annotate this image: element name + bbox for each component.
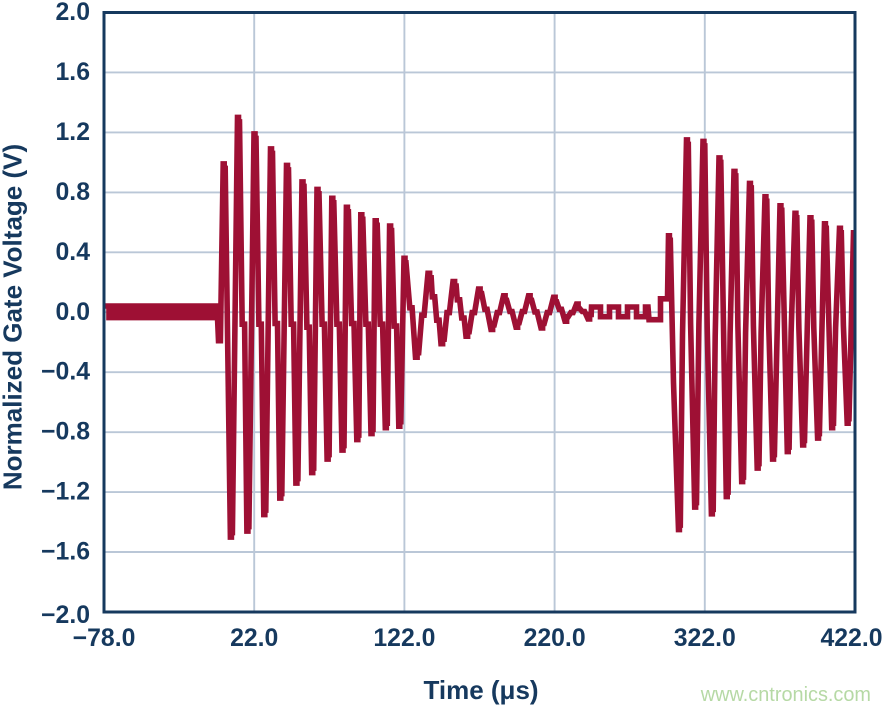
svg-text:0.4: 0.4 [56,239,91,266]
svg-text:122.0: 122.0 [373,625,435,652]
svg-text:−0.8: −0.8 [41,419,90,446]
svg-text:Time (μs): Time (μs) [423,675,538,705]
svg-text:2.0: 2.0 [56,0,90,26]
svg-text:220.0: 220.0 [524,625,586,652]
svg-text:0.0: 0.0 [56,299,90,326]
svg-text:−78.0: −78.0 [73,625,136,652]
svg-text:−1.2: −1.2 [41,479,90,506]
svg-text:www.cntronics.com: www.cntronics.com [700,684,871,706]
svg-text:−2.0: −2.0 [41,602,90,629]
svg-text:1.2: 1.2 [56,119,90,146]
svg-text:0.8: 0.8 [56,179,91,206]
svg-text:−1.6: −1.6 [41,539,90,566]
svg-text:322.0: 322.0 [674,625,736,652]
svg-text:Normalized Gate Voltage (V): Normalized Gate Voltage (V) [0,144,28,490]
svg-text:22.0: 22.0 [230,625,278,652]
svg-text:1.6: 1.6 [56,59,90,86]
svg-text:−0.4: −0.4 [41,359,90,386]
svg-text:422.0: 422.0 [820,625,882,652]
